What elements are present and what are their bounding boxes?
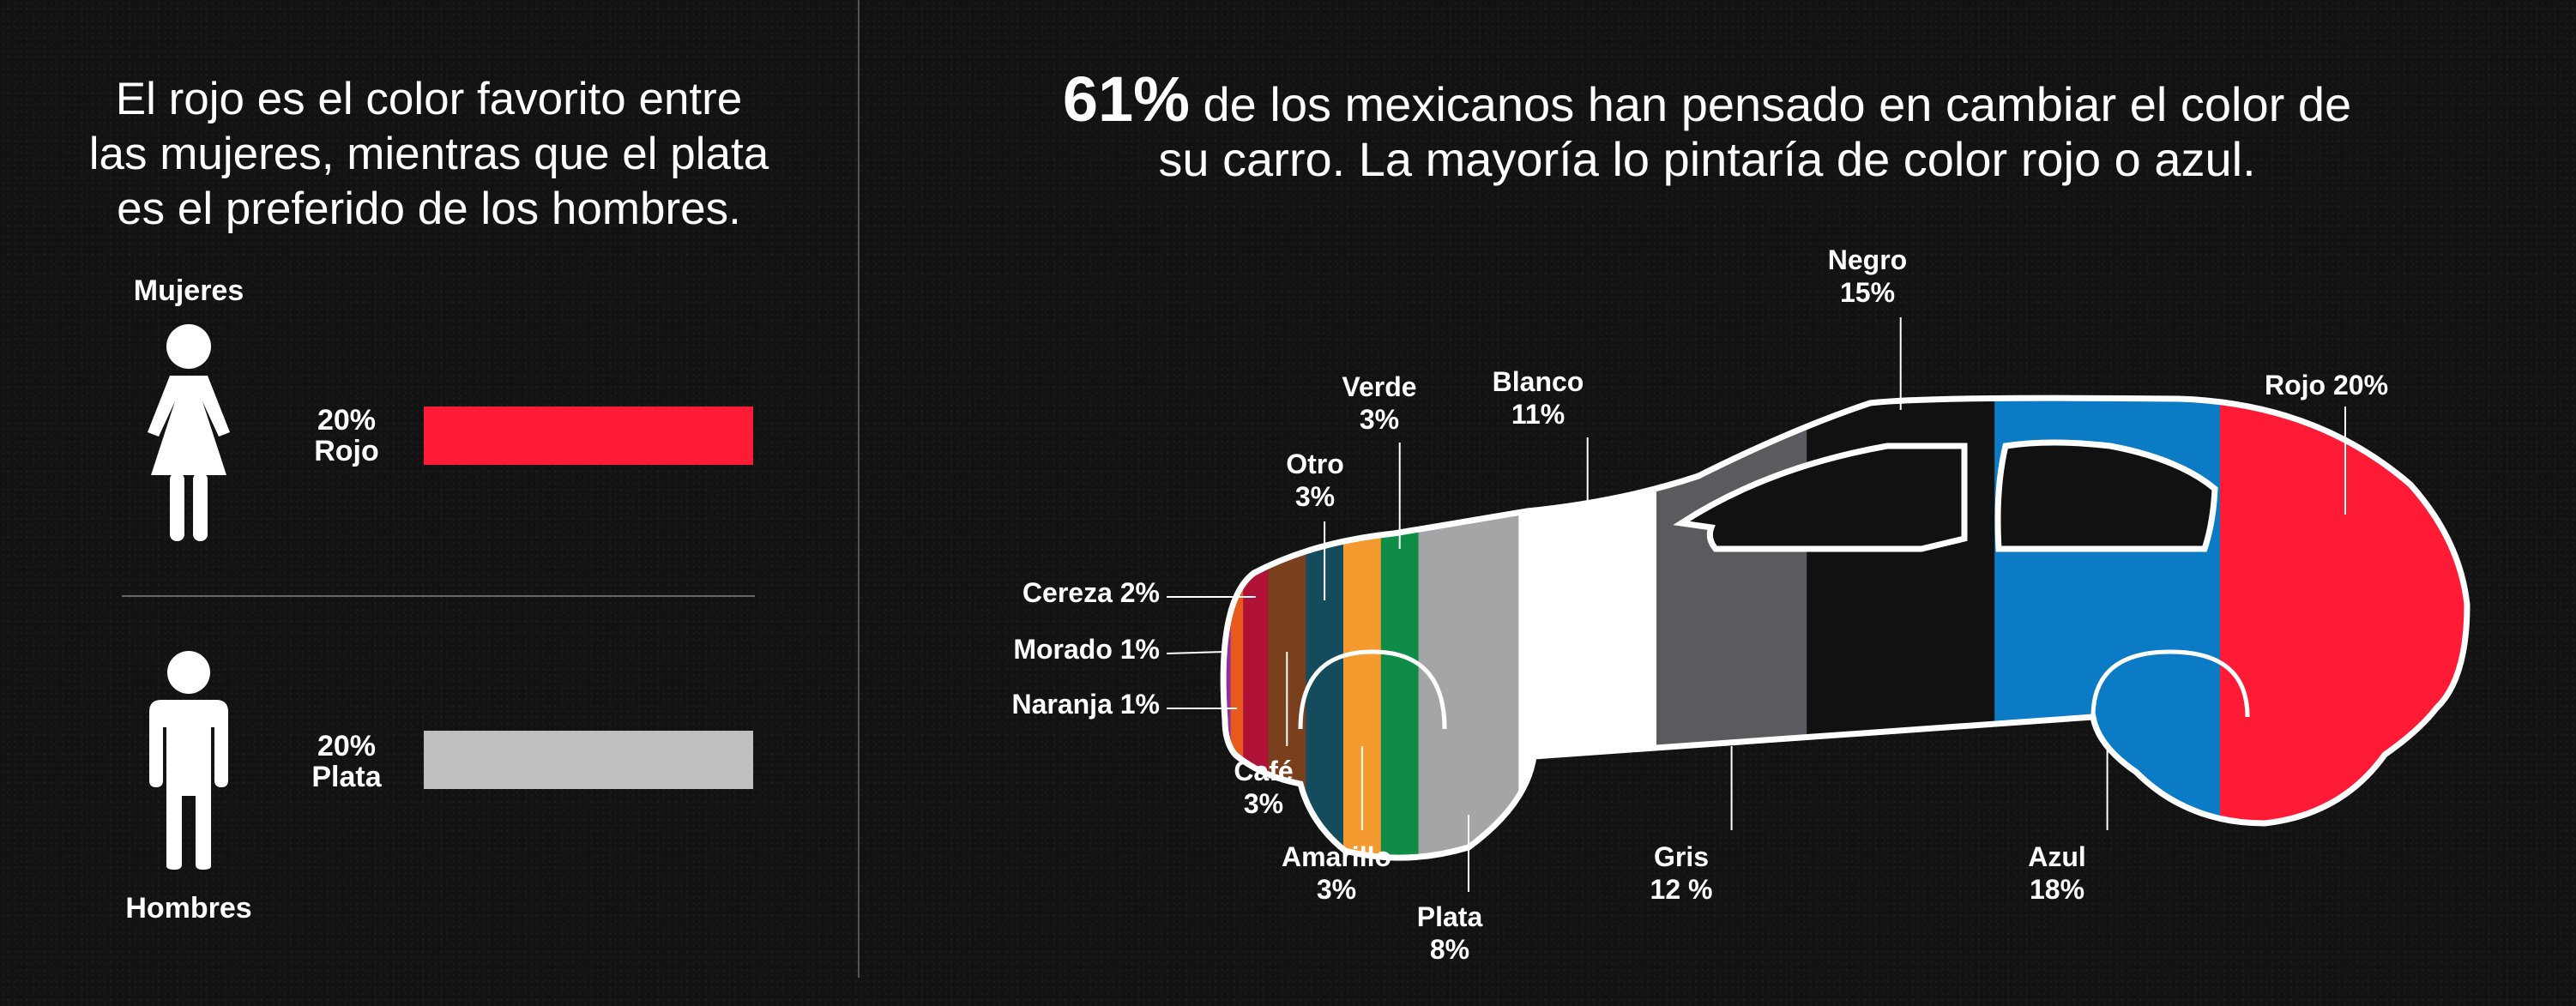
slice-label-line: 3% (1244, 788, 1283, 819)
women-label: Mujeres (133, 274, 244, 307)
car-stripe-naranja (1230, 398, 1244, 858)
slice-label-line: Morado 1% (1013, 634, 1160, 665)
slice-label-amarillo: Amarillo 3% (1282, 841, 1391, 905)
slice-label-line: Blanco (1493, 366, 1584, 397)
slice-label-azul: Azul 18% (2028, 841, 2086, 905)
slice-label-line: 3% (1295, 481, 1335, 512)
slice-label-line: Rojo 20% (2265, 370, 2388, 401)
car-window-rear (1994, 439, 2218, 552)
men-pct: 20% (317, 730, 377, 762)
slice-label-verde: Verde 3% (1342, 371, 1416, 435)
slice-label-line: 8% (1430, 934, 1469, 965)
slice-label-line: 12 % (1650, 874, 1713, 905)
slice-label-line: Verde (1342, 371, 1416, 402)
men-stat: 20% Plata (295, 731, 398, 792)
right-headline: 61% de los mexicanos han pensado en camb… (952, 68, 2462, 187)
leader-line-morado (1166, 651, 1225, 654)
women-bar (424, 407, 753, 465)
headline-text-1: de los mexicanos han pensado en cambiar … (1189, 77, 2352, 131)
slice-label-line: Gris (1654, 841, 1709, 872)
left-headline-line-2: las mujeres, mientras que el plata (88, 129, 769, 179)
slice-label-line: Negro (1828, 244, 1907, 275)
right-headline-line-2: su carro. La mayoría lo pintaría de colo… (1158, 132, 2256, 186)
slice-label-line: Naranja 1% (1011, 689, 1160, 720)
slice-label-otro: Otro 3% (1286, 449, 1344, 512)
slice-label-line: Azul (2028, 841, 2086, 872)
gender-divider (122, 595, 755, 597)
slice-label-line: Otro (1286, 449, 1344, 479)
slice-label-rojo: Rojo 20% (2265, 370, 2388, 401)
slice-label-line: 15% (1840, 277, 1895, 308)
man-icon (149, 651, 228, 870)
slice-label-gris: Gris 12 % (1650, 841, 1713, 905)
left-headline: El rojo es el color favorito entre las m… (51, 72, 806, 237)
front-wheel-arch (1298, 649, 1447, 730)
slice-label-line: Café (1234, 756, 1293, 786)
slice-label-negro: Negro 15% (1828, 244, 1907, 308)
slice-label-plata: Plata 8% (1417, 901, 1483, 965)
car-outline (1220, 395, 2470, 861)
slice-label-naranja: Naranja 1% (1011, 689, 1160, 720)
slice-label-caf: Café 3% (1234, 756, 1293, 819)
rear-wheel-arch (2090, 649, 2250, 718)
slice-label-cereza: Cereza 2% (1023, 577, 1160, 608)
car-stripe-plata (1418, 398, 1519, 858)
men-color-name: Plata (311, 761, 382, 793)
slice-label-line: 3% (1317, 874, 1356, 905)
panel-divider (858, 0, 860, 978)
left-headline-line-3: es el preferido de los hombres. (117, 184, 741, 234)
men-bar (424, 731, 753, 789)
slice-label-line: Amarillo (1282, 841, 1391, 872)
slice-label-line: 11% (1511, 399, 1565, 430)
women-pct: 20% (317, 404, 377, 437)
slice-label-line: Cereza 2% (1023, 577, 1160, 608)
slice-label-morado: Morado 1% (1013, 634, 1160, 665)
slice-label-line: 18% (2030, 874, 2084, 905)
women-color-name: Rojo (314, 435, 379, 467)
slice-label-blanco: Blanco 11% (1493, 366, 1584, 430)
women-stat: 20% Rojo (295, 405, 398, 467)
headline-percent: 61% (1062, 63, 1190, 135)
right-headline-line-1: 61% de los mexicanos han pensado en camb… (952, 68, 2462, 132)
woman-icon (148, 324, 230, 541)
car-window-front (1673, 443, 1968, 552)
left-headline-line-1: El rojo es el color favorito entre (115, 74, 743, 124)
men-label: Hombres (125, 892, 252, 925)
slice-label-line: 3% (1360, 404, 1399, 435)
slice-label-line: Plata (1417, 901, 1483, 932)
